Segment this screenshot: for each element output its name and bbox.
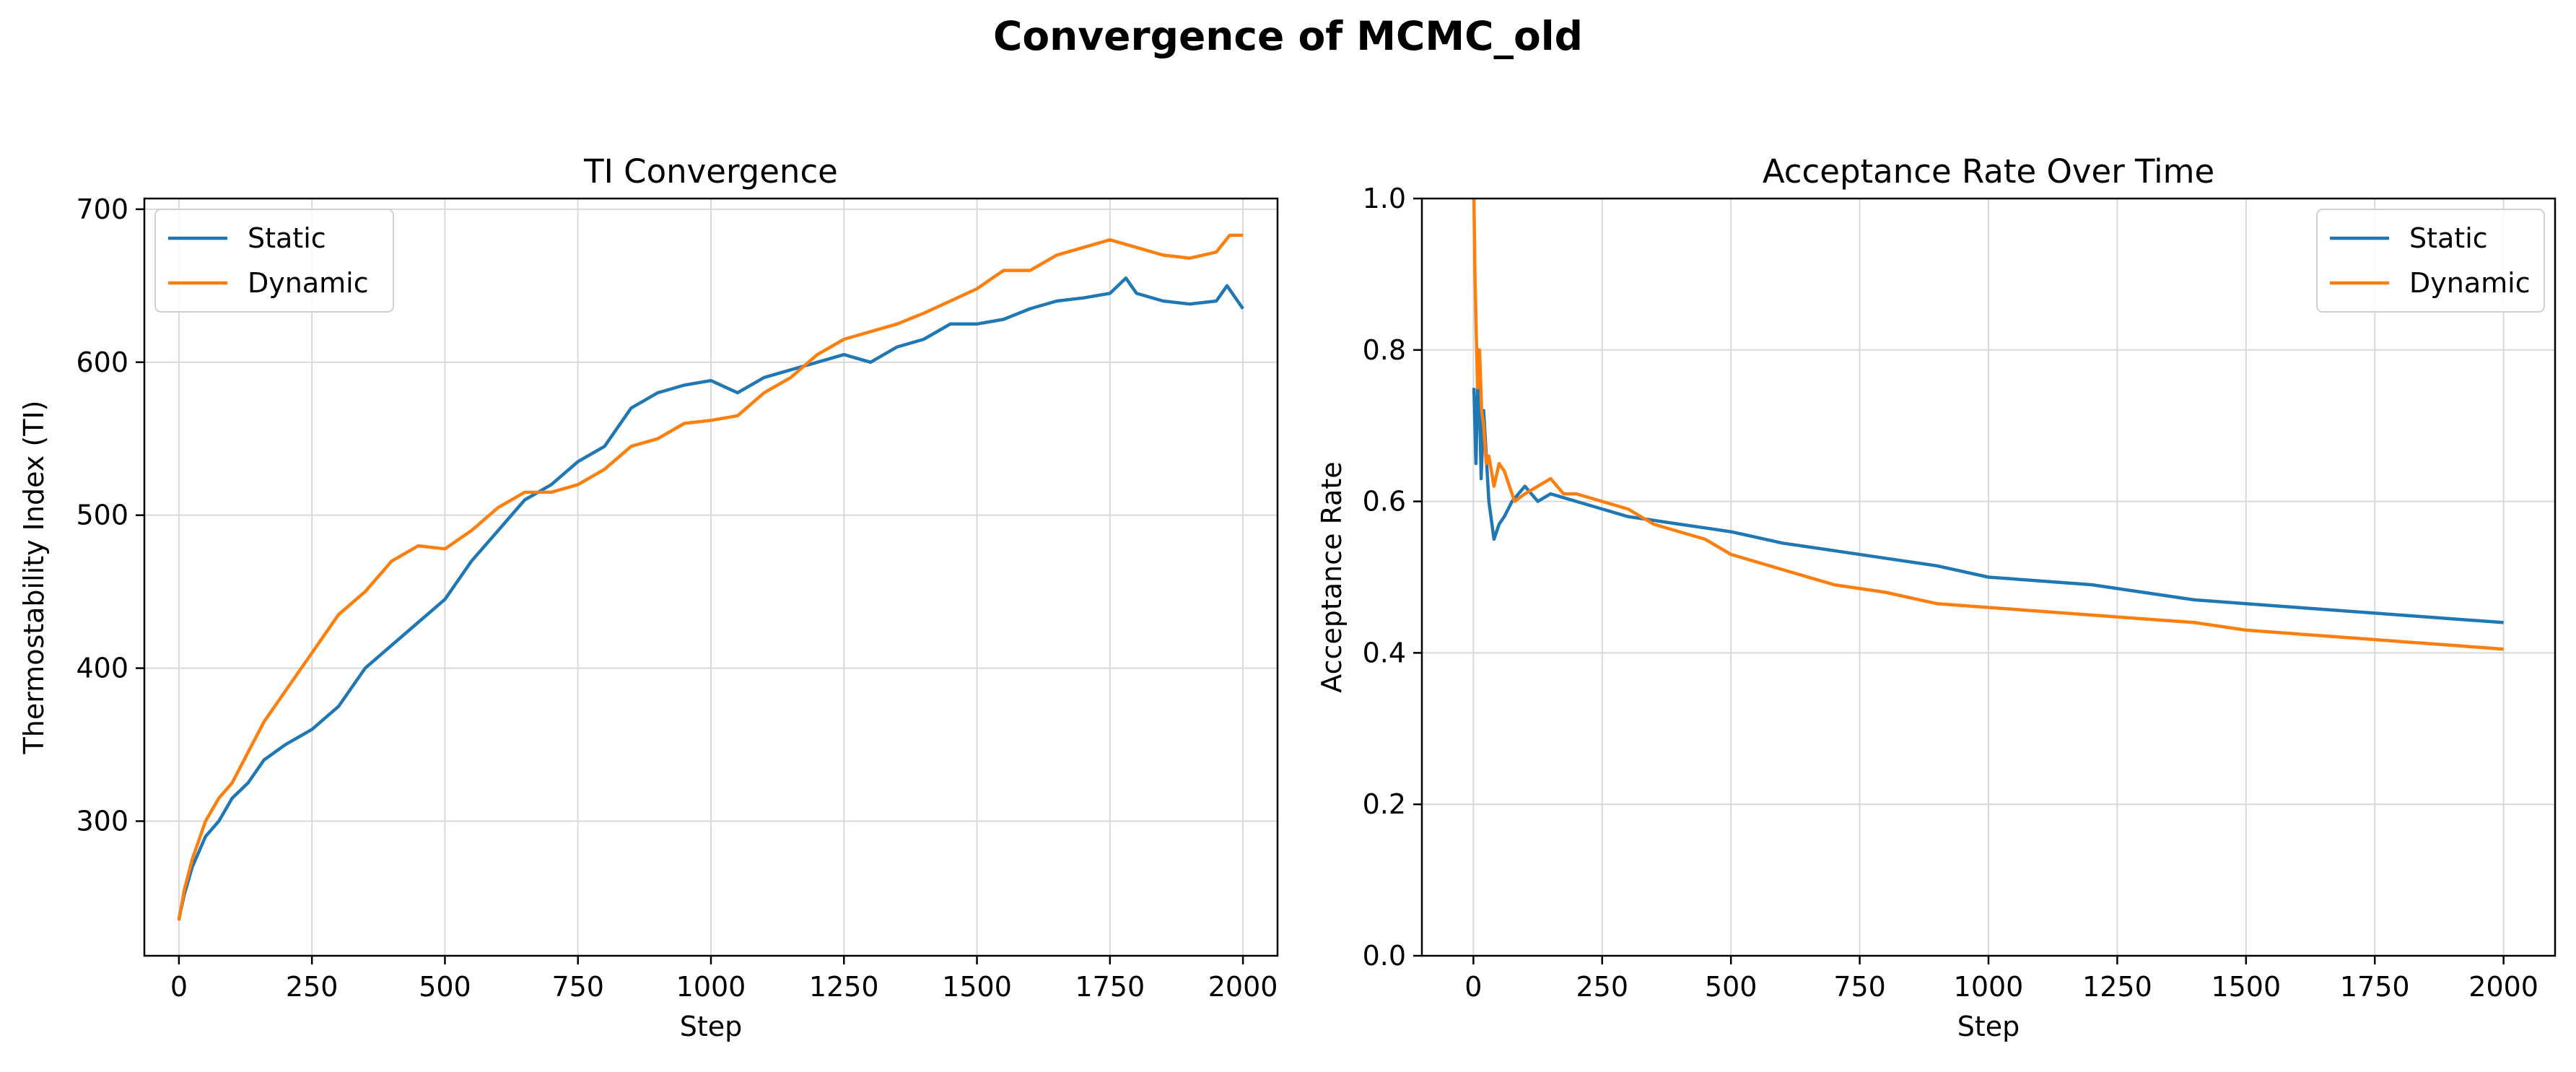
y-axis-label: Acceptance Rate [1316,461,1348,692]
acc-plot: 0 250 500 750 1000 1250 1500 1750 2000 0.0 0.2 0.4 0… [1316,152,2557,1042]
x-tick-label: 250 [286,971,339,1003]
y-tick-label: 400 [76,653,128,684]
x-tick-label: 750 [551,971,604,1003]
y-tick-label: 500 [76,500,128,531]
y-tick-label: 0.2 [1363,788,1406,820]
legend: Static Dynamic [2316,209,2545,313]
ti-plot: 0 250 500 750 1000 1250 1500 1750 2000 300 400 500 6… [18,152,1279,1042]
x-tick-label: 1000 [676,971,746,1003]
axes-title: Acceptance Rate Over Time [1763,152,2214,191]
y-tick-label: 0.0 [1363,940,1406,972]
x-tick-label: 1000 [1954,971,2024,1003]
x-tick-label: 750 [1833,971,1886,1003]
y-tick-label: 0.4 [1363,637,1406,668]
x-tick-label: 1500 [942,971,1012,1003]
x-tick-label: 250 [1576,971,1629,1003]
y-tick-label: 300 [76,806,128,837]
x-tick-label: 2000 [2468,971,2538,1003]
y-tick-label: 0.8 [1363,334,1406,366]
x-tick-label: 1250 [809,971,879,1003]
legend-label-static: Static [248,222,326,254]
x-tick-label: 500 [419,971,471,1003]
legend-box [2316,209,2545,313]
x-tick-label: 1750 [2340,971,2410,1003]
legend-label-dynamic: Dynamic [2409,267,2531,299]
y-tick-label: 600 [76,347,128,378]
x-tick-label: 2000 [1208,971,1278,1003]
x-tick-label: 1250 [2082,971,2152,1003]
series-line-static [177,276,1244,920]
y-tick-label: 700 [76,193,128,225]
y-tick-label: 0.6 [1363,486,1406,518]
y-tick-label: 1.0 [1363,183,1406,214]
x-tick-label: 0 [170,971,188,1003]
figure-title: Convergence of MCMC_old [992,13,1584,59]
legend-label-static: Static [2409,222,2488,254]
legend-label-dynamic: Dynamic [248,267,369,299]
series-line-static [1472,348,2504,624]
axes-title: TI Convergence [583,152,838,191]
legend-box [154,209,394,313]
x-tick-label: 1750 [1075,971,1145,1003]
x-tick-label: 500 [1705,971,1758,1003]
x-axis-label: Step [1957,1011,2020,1042]
x-axis-label: Step [680,1011,743,1042]
series-line-dynamic [1472,198,2504,651]
y-axis-label: Thermostability Index (TI) [18,401,50,755]
legend: Static Dynamic [154,209,394,313]
series-line-dynamic [177,233,1244,921]
x-tick-label: 1500 [2211,971,2281,1003]
x-tick-label: 0 [1464,971,1482,1003]
